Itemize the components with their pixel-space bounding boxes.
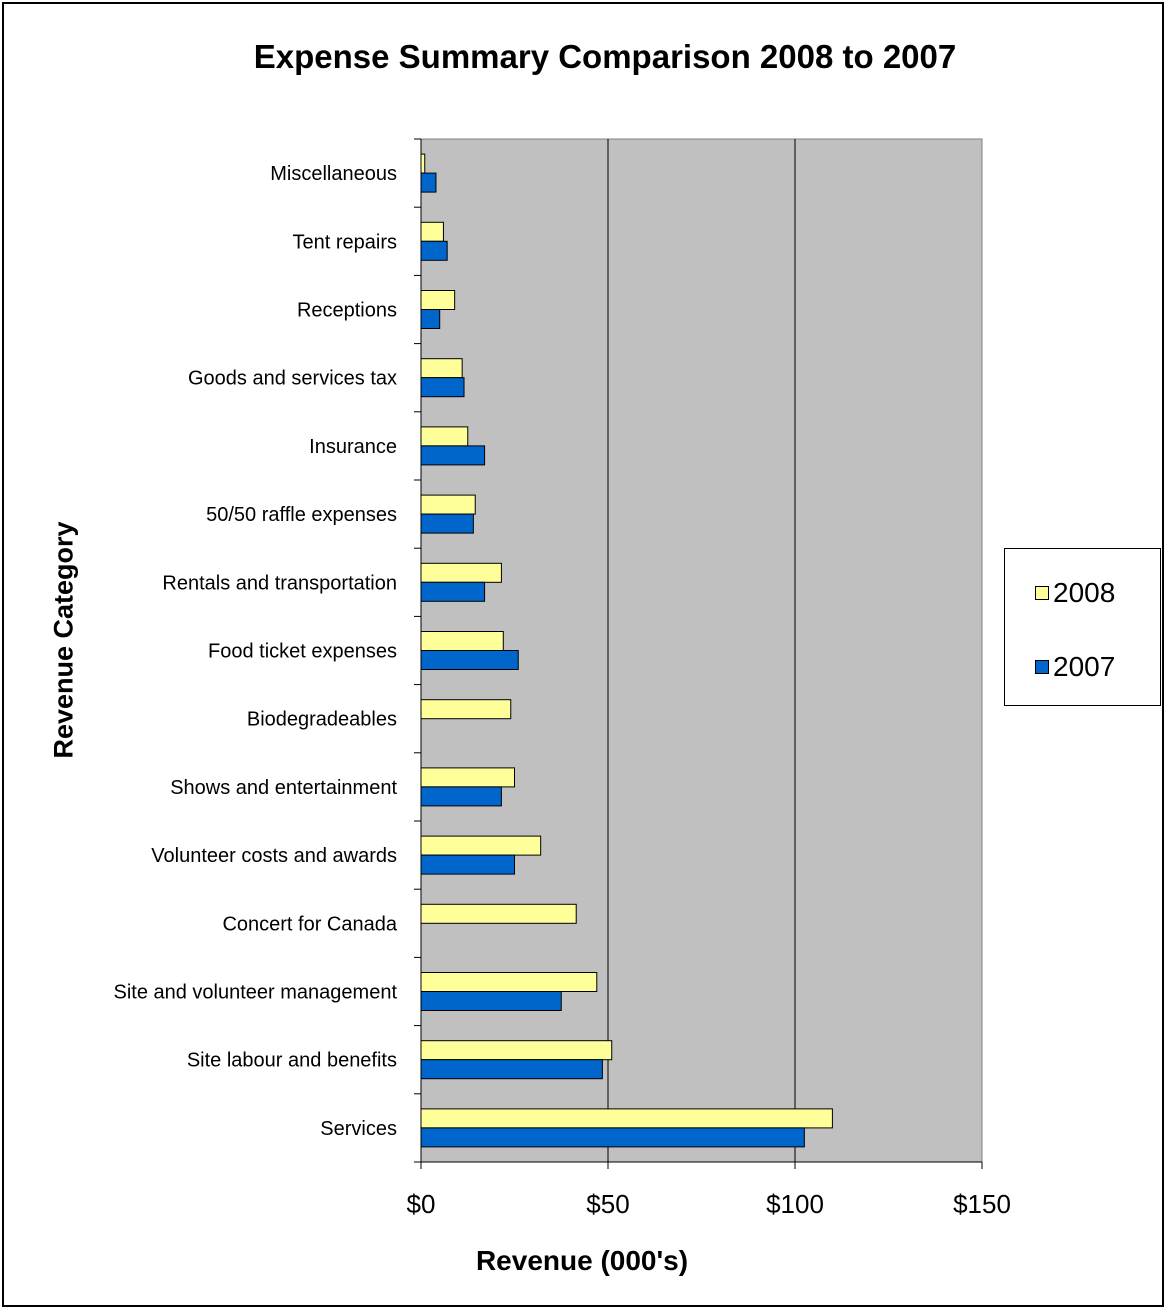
category-label: Miscellaneous (270, 163, 397, 185)
bar-2008 (420, 358, 463, 379)
x-tick-label: $50 (586, 1189, 629, 1219)
category-label: Receptions (297, 300, 397, 322)
x-tick-label: $0 (407, 1189, 436, 1219)
bar-2008 (420, 835, 542, 856)
legend-item-2007: 2007 (1035, 651, 1115, 683)
category-label: Concert for Canada (222, 913, 397, 935)
bar-2008 (420, 1040, 613, 1061)
bar-2008 (420, 699, 512, 720)
legend-item-2008: 2008 (1035, 577, 1115, 609)
x-tick-label: $100 (766, 1189, 824, 1219)
category-label: Tent repairs (293, 231, 398, 253)
legend-swatch-2007 (1035, 660, 1049, 674)
chart-title: Expense Summary Comparison 2008 to 2007 (253, 38, 957, 75)
bar-2008 (420, 972, 598, 992)
bar-2008 (420, 494, 476, 515)
bar-2007 (420, 513, 474, 534)
bar-2007 (420, 240, 448, 261)
legend-swatch-2008 (1035, 586, 1049, 600)
bar-2007 (420, 309, 441, 329)
x-tick-label: $150 (953, 1189, 1011, 1219)
bar-2008 (420, 153, 426, 174)
category-label: Site and volunteer management (113, 982, 397, 1004)
category-label: Site labour and benefits (187, 1050, 397, 1072)
bar-2007 (420, 854, 515, 875)
bar-2008 (420, 221, 444, 242)
bar-2007 (420, 786, 502, 807)
bar-2008 (420, 1108, 833, 1129)
category-label: Food ticket expenses (208, 641, 397, 663)
bar-2008 (420, 290, 456, 310)
bar-2007 (420, 650, 519, 670)
bar-2007 (420, 581, 486, 602)
bar-2008 (420, 767, 515, 788)
legend-label-2008: 2008 (1053, 577, 1116, 608)
bar-2008 (420, 903, 577, 924)
legend-label-2007: 2007 (1053, 651, 1116, 682)
category-label: Services (320, 1118, 397, 1140)
bar-2008 (420, 562, 502, 583)
bar-2007 (420, 1127, 805, 1148)
bar-2007 (420, 991, 562, 1011)
category-label: 50/50 raffle expenses (206, 504, 397, 526)
category-label: Shows and entertainment (170, 777, 397, 799)
legend: 2008 2007 (1004, 548, 1161, 706)
category-label: Goods and services tax (188, 368, 397, 390)
category-label: Insurance (309, 436, 397, 458)
category-label: Rentals and transportation (162, 572, 397, 594)
bar-2008 (420, 631, 504, 651)
bar-2007 (420, 1059, 603, 1080)
bar-2008 (420, 426, 469, 447)
x-axis-title: Revenue (000's) (475, 1245, 689, 1276)
bar-2007 (420, 445, 486, 466)
bar-2007 (420, 377, 465, 398)
category-label: Volunteer costs and awards (151, 845, 397, 867)
category-label: Biodegradeables (247, 709, 397, 731)
y-axis-title: Revenue Category (48, 521, 79, 759)
bar-2007 (420, 172, 437, 193)
